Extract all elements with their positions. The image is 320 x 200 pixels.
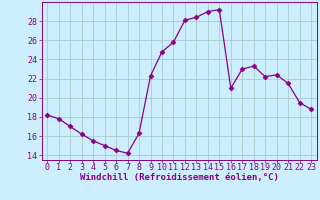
X-axis label: Windchill (Refroidissement éolien,°C): Windchill (Refroidissement éolien,°C): [80, 173, 279, 182]
